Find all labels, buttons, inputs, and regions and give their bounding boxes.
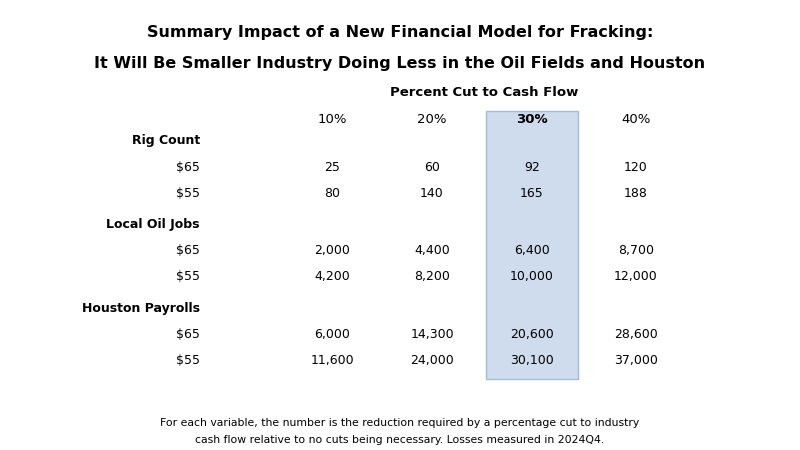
- Text: 80: 80: [324, 187, 340, 200]
- Text: Percent Cut to Cash Flow: Percent Cut to Cash Flow: [390, 86, 578, 99]
- Text: 30,100: 30,100: [510, 354, 554, 367]
- Text: 20%: 20%: [418, 113, 446, 126]
- Text: 8,700: 8,700: [618, 244, 654, 257]
- Text: $65: $65: [176, 161, 200, 174]
- Text: It Will Be Smaller Industry Doing Less in the Oil Fields and Houston: It Will Be Smaller Industry Doing Less i…: [94, 56, 706, 71]
- Text: 4,200: 4,200: [314, 270, 350, 284]
- Text: $55: $55: [176, 187, 200, 200]
- Text: 28,600: 28,600: [614, 328, 658, 341]
- Text: Summary Impact of a New Financial Model for Fracking:: Summary Impact of a New Financial Model …: [147, 25, 653, 40]
- Text: 20,600: 20,600: [510, 328, 554, 341]
- Text: 8,200: 8,200: [414, 270, 450, 284]
- Text: 188: 188: [624, 187, 648, 200]
- Text: 120: 120: [624, 161, 648, 174]
- Text: Rig Count: Rig Count: [132, 135, 200, 148]
- Text: 24,000: 24,000: [410, 354, 454, 367]
- Text: Houston Payrolls: Houston Payrolls: [82, 302, 200, 315]
- Text: $55: $55: [176, 270, 200, 284]
- Text: 30%: 30%: [516, 113, 548, 126]
- Text: 60: 60: [424, 161, 440, 174]
- Text: $55: $55: [176, 354, 200, 367]
- Text: 10%: 10%: [318, 113, 346, 126]
- Text: 140: 140: [420, 187, 444, 200]
- Text: 165: 165: [520, 187, 544, 200]
- Text: $65: $65: [176, 328, 200, 341]
- Text: For each variable, the number is the reduction required by a percentage cut to i: For each variable, the number is the red…: [160, 418, 640, 428]
- Text: 2,000: 2,000: [314, 244, 350, 257]
- Text: 37,000: 37,000: [614, 354, 658, 367]
- Text: 4,400: 4,400: [414, 244, 450, 257]
- Text: Local Oil Jobs: Local Oil Jobs: [106, 218, 200, 231]
- Text: 6,000: 6,000: [314, 328, 350, 341]
- Text: 11,600: 11,600: [310, 354, 354, 367]
- Text: 14,300: 14,300: [410, 328, 454, 341]
- Text: 12,000: 12,000: [614, 270, 658, 284]
- Text: 10,000: 10,000: [510, 270, 554, 284]
- Text: 40%: 40%: [622, 113, 650, 126]
- Text: cash flow relative to no cuts being necessary. Losses measured in 2024Q4.: cash flow relative to no cuts being nece…: [195, 435, 605, 445]
- Text: 92: 92: [524, 161, 540, 174]
- Text: $65: $65: [176, 244, 200, 257]
- Text: 25: 25: [324, 161, 340, 174]
- Text: 6,400: 6,400: [514, 244, 550, 257]
